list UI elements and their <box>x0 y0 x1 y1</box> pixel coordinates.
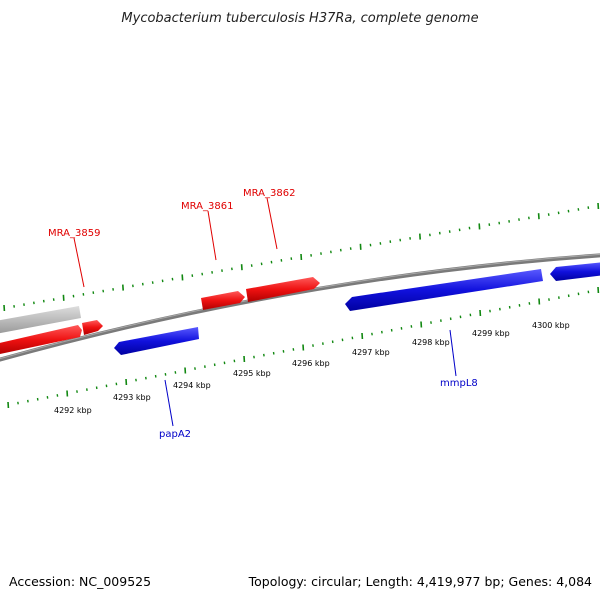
gene-label-mmpl8: mmpL8 <box>440 378 478 389</box>
scale-label: 4297 kbp <box>352 348 390 357</box>
scale-label: 4300 kbp <box>532 321 570 330</box>
accession-text: Accession: NC_009525 <box>9 574 151 589</box>
scale-label: 4292 kbp <box>54 406 92 415</box>
upper-tick-row <box>3 202 600 312</box>
gene-forward-1 <box>0 325 82 354</box>
gene-label-mra-3862: MRA_3862 <box>243 188 295 199</box>
gene-label-papa2: papA2 <box>159 429 191 440</box>
scale-labels: 4292 kbp 4293 kbp 4294 kbp 4295 kbp 4296… <box>54 321 570 415</box>
gene-reverse-papa2 <box>114 327 199 355</box>
gene-label-mra-3861: MRA_3861 <box>181 201 233 212</box>
lower-tick-row <box>7 286 600 409</box>
scale-label: 4296 kbp <box>292 359 330 368</box>
scale-label: 4294 kbp <box>173 381 211 390</box>
label-leader-mra-3861 <box>207 210 217 261</box>
gene-label-mra-3859: MRA_3859 <box>48 228 100 239</box>
gene-forward-mra-3861 <box>201 291 245 310</box>
gene-reverse-mmpl8 <box>345 269 543 311</box>
genome-backbone <box>0 253 600 362</box>
label-leader-mra-3859 <box>73 237 85 288</box>
scale-label: 4299 kbp <box>472 329 510 338</box>
gene-forward-2 <box>82 320 103 335</box>
label-leader-mra-3862 <box>266 197 278 250</box>
scale-label: 4293 kbp <box>113 393 151 402</box>
gene-forward-mra-3862 <box>246 277 320 302</box>
label-leader-papa2 <box>164 379 174 427</box>
scale-label: 4295 kbp <box>233 369 271 378</box>
feature-grey <box>0 306 81 334</box>
gene-reverse-3 <box>550 262 600 281</box>
scale-label: 4298 kbp <box>412 338 450 347</box>
label-leader-mmpl8 <box>449 329 457 377</box>
map-title: Mycobacterium tuberculosis H37Ra, comple… <box>121 11 478 26</box>
genome-stats-text: Topology: circular; Length: 4,419,977 bp… <box>248 574 592 589</box>
